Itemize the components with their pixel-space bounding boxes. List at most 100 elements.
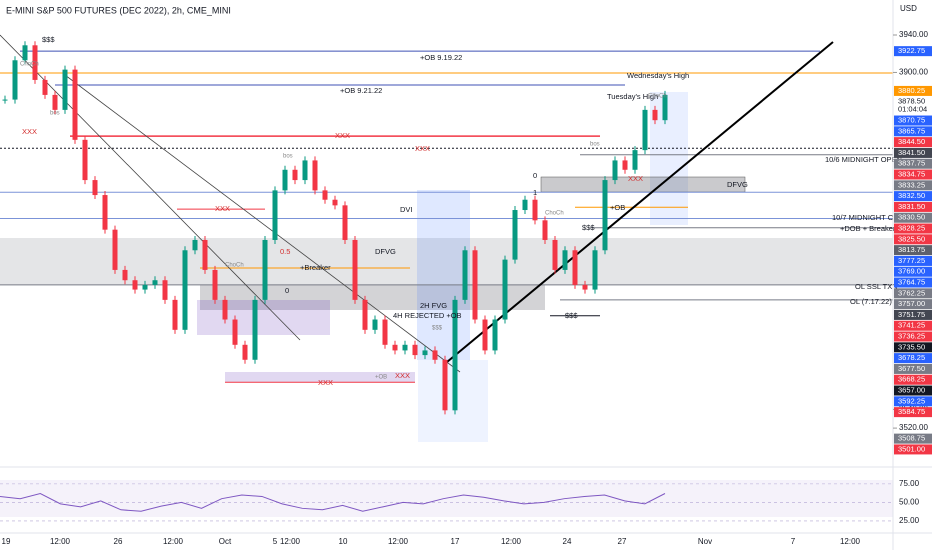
candle-body [392, 344, 398, 351]
price-tag-label: 3592.25 [898, 396, 925, 405]
annotation: bos [590, 142, 600, 148]
annotation: XXX [318, 378, 333, 387]
candle-body [32, 45, 38, 80]
candle-body [652, 109, 658, 121]
trend-line [0, 34, 301, 341]
annotation: OL (7.17.22) [850, 297, 892, 306]
x-tick-label: 12:00 [50, 537, 71, 546]
x-tick-label: Nov [698, 537, 712, 546]
candle-body [202, 239, 208, 270]
x-tick-label: 26 [114, 537, 123, 546]
price-tag [894, 180, 932, 191]
y-tick-label: 3520.00 [899, 423, 928, 432]
x-tick-label: 12:00 [280, 537, 301, 546]
candle-body [332, 199, 338, 206]
price-tag [894, 223, 932, 234]
price-tag [894, 309, 932, 320]
price-tag-label: 3677.50 [898, 364, 925, 373]
annotation: +OB 9.21.22 [340, 86, 382, 95]
annotation: bos [50, 111, 60, 117]
annotation: 0 [533, 171, 537, 180]
candle-body [412, 344, 418, 356]
price-tag-label: 3769.00 [898, 267, 925, 276]
annotation: XXX [628, 174, 643, 183]
price-tag [894, 169, 932, 180]
candle-body [172, 299, 178, 330]
candle-body [512, 210, 518, 260]
price-tag-label: 3831.50 [898, 202, 925, 211]
candle-body [82, 139, 88, 181]
trend-line [446, 41, 834, 363]
x-tick-label: 19 [2, 537, 11, 546]
price-tag-label: 3865.75 [898, 126, 925, 135]
annotation: Wednesday's High [627, 71, 689, 80]
price-tag-label: 3757.00 [898, 299, 925, 308]
candle-body [282, 169, 288, 191]
candle-body [302, 160, 308, 181]
candles [2, 41, 668, 415]
price-tag-label: 3832.50 [898, 191, 925, 200]
price-tag-label: 3735.50 [898, 342, 925, 351]
candle-body [312, 160, 318, 191]
candle-body [92, 180, 98, 196]
price-tag-label: 3844.50 [898, 137, 925, 146]
candle-body [262, 239, 268, 300]
price-tag [894, 46, 932, 57]
price-tag-label: 3508.75 [898, 434, 925, 443]
candle-body [442, 359, 448, 411]
price-tag [894, 277, 932, 288]
annotation: 4H REJECTED +OB [393, 311, 462, 320]
candle-body [2, 99, 8, 101]
candle-body [252, 299, 258, 360]
candle-body [502, 259, 508, 320]
x-tick-label: 12:00 [163, 537, 184, 546]
candle-body [572, 250, 578, 285]
candle-body [552, 239, 558, 270]
annotation: XXX [415, 144, 430, 153]
candle-body [612, 160, 618, 181]
candle-body [432, 350, 438, 360]
candle-body [322, 190, 328, 200]
price-tag [894, 255, 932, 266]
countdown: 01:04:04 [898, 105, 927, 114]
price-tag-label: 3501.00 [898, 444, 925, 453]
price-tag [894, 353, 932, 364]
candle-body [22, 45, 28, 61]
annotation: 10/6 MIDNIGHT OPEN [825, 155, 902, 164]
price-tag [894, 331, 932, 342]
price-tag-label: 3777.25 [898, 256, 925, 265]
price-tag [894, 147, 932, 158]
annotation: $$$ [582, 223, 595, 232]
candle-body [182, 250, 188, 330]
price-tag [894, 385, 932, 396]
annotation: XXX [395, 371, 410, 380]
price-tag-label: 3584.75 [898, 407, 925, 416]
candle-body [532, 199, 538, 221]
price-tag [894, 234, 932, 245]
candle-body [132, 280, 138, 290]
annotation: +OB 9.19.22 [420, 53, 462, 62]
candle-body [422, 350, 428, 356]
annotation: XXX [22, 127, 37, 136]
candle-body [292, 169, 298, 181]
candle-body [462, 250, 468, 300]
zone [225, 372, 415, 382]
price-tag [894, 212, 932, 223]
candle-body [162, 280, 168, 300]
candle-body [52, 94, 58, 110]
levels [0, 50, 893, 383]
annotations: $$$ +OB 9.19.22 +OB 9.21.22 Wednesday's Hig… [20, 35, 902, 387]
annotation: +Breaker [300, 263, 331, 272]
annotation: +DOB + Breaker [840, 224, 896, 233]
candle-body [12, 60, 18, 100]
price-tag [894, 191, 932, 202]
annotation: DFVG [375, 247, 396, 256]
candle-body [542, 220, 548, 240]
trend-lines [0, 34, 834, 373]
price-tag-label: 3741.25 [898, 321, 925, 330]
candle-body [242, 344, 248, 360]
price-axis: 3940.003900.003540.003520.003922.753880.… [893, 30, 932, 455]
annotation: ChoCh [545, 211, 564, 217]
price-tag [894, 137, 932, 148]
